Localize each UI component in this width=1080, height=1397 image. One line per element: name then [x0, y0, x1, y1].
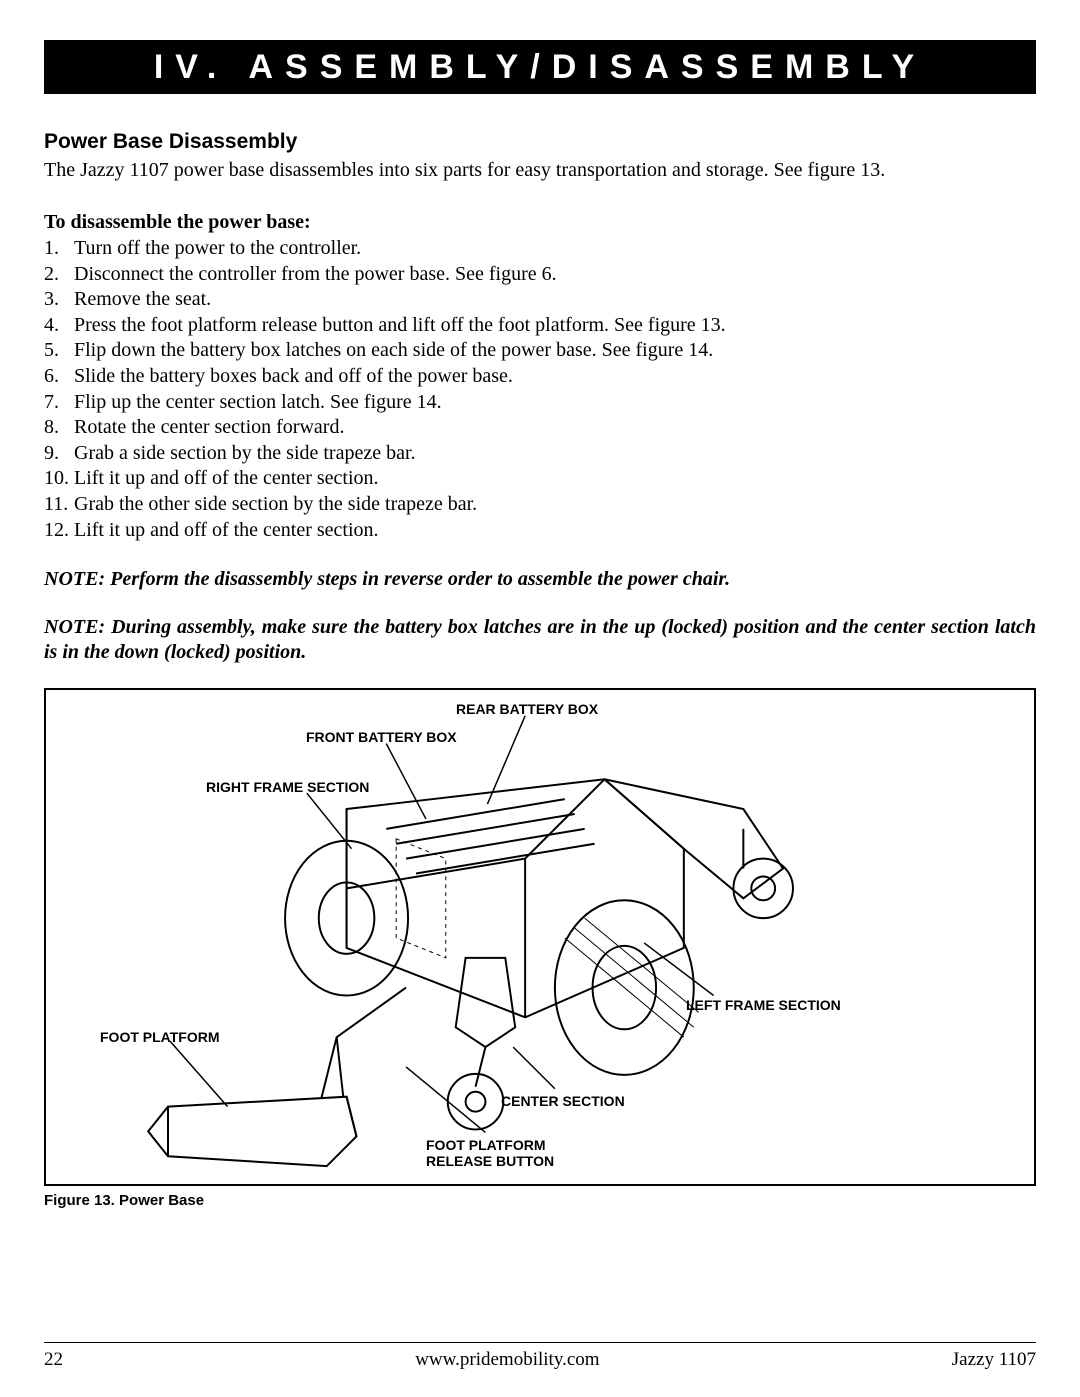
intro-paragraph: The Jazzy 1107 power base disassembles i… [44, 158, 1036, 183]
step-item: 7.Flip up the center section latch. See … [44, 390, 1036, 416]
figure-box: REAR BATTERY BOX FRONT BATTERY BOX RIGHT… [44, 688, 1036, 1186]
subheading: To disassemble the power base: [44, 211, 1036, 234]
step-text: Lift it up and off of the center section… [74, 518, 379, 544]
power-base-diagram [46, 690, 1034, 1184]
step-number: 10. [44, 466, 74, 492]
step-item: 10.Lift it up and off of the center sect… [44, 466, 1036, 492]
page-footer: 22 www.pridemobility.com Jazzy 1107 [44, 1342, 1036, 1371]
leader-line [386, 743, 426, 818]
section-heading: Power Base Disassembly [44, 130, 1036, 154]
step-item: 4.Press the foot platform release button… [44, 313, 1036, 339]
step-number: 8. [44, 415, 74, 441]
chapter-title-bar: IV. ASSEMBLY/DISASSEMBLY [44, 40, 1036, 94]
step-text: Remove the seat. [74, 287, 211, 313]
label-front-battery-box: FRONT BATTERY BOX [306, 730, 457, 745]
label-foot-platform-release: FOOT PLATFORM [426, 1138, 546, 1153]
label-right-frame-section: RIGHT FRAME SECTION [206, 780, 369, 795]
step-item: 3.Remove the seat. [44, 287, 1036, 313]
step-number: 12. [44, 518, 74, 544]
step-text: Flip up the center section latch. See fi… [74, 390, 442, 416]
label-left-frame-section: LEFT FRAME SECTION [686, 998, 841, 1013]
step-number: 11. [44, 492, 74, 518]
note-2: NOTE: During assembly, make sure the bat… [44, 615, 1036, 666]
step-text: Grab the other side section by the side … [74, 492, 477, 518]
step-list: 1.Turn off the power to the controller.2… [44, 236, 1036, 543]
step-text: Disconnect the controller from the power… [74, 262, 557, 288]
footer-product: Jazzy 1107 [952, 1349, 1036, 1371]
step-item: 9.Grab a side section by the side trapez… [44, 441, 1036, 467]
step-number: 5. [44, 338, 74, 364]
step-item: 2.Disconnect the controller from the pow… [44, 262, 1036, 288]
step-number: 2. [44, 262, 74, 288]
step-number: 7. [44, 390, 74, 416]
page-container: IV. ASSEMBLY/DISASSEMBLY Power Base Disa… [0, 0, 1080, 1397]
step-text: Grab a side section by the side trapeze … [74, 441, 416, 467]
step-text: Turn off the power to the controller. [74, 236, 361, 262]
step-text: Slide the battery boxes back and off of … [74, 364, 513, 390]
step-number: 9. [44, 441, 74, 467]
step-text: Flip down the battery box latches on eac… [74, 338, 713, 364]
chapter-title: IV. ASSEMBLY/DISASSEMBLY [154, 48, 926, 87]
step-text: Press the foot platform release button a… [74, 313, 726, 339]
step-number: 4. [44, 313, 74, 339]
step-item: 8.Rotate the center section forward. [44, 415, 1036, 441]
step-text: Rotate the center section forward. [74, 415, 344, 441]
step-item: 1.Turn off the power to the controller. [44, 236, 1036, 262]
figure-caption: Figure 13. Power Base [44, 1192, 1036, 1209]
step-number: 3. [44, 287, 74, 313]
label-foot-platform: FOOT PLATFORM [100, 1030, 220, 1045]
step-item: 12.Lift it up and off of the center sect… [44, 518, 1036, 544]
leader-line [307, 793, 352, 849]
footer-page-number: 22 [44, 1349, 63, 1371]
label-rear-battery-box: REAR BATTERY BOX [456, 702, 598, 717]
step-item: 5.Flip down the battery box latches on e… [44, 338, 1036, 364]
label-foot-platform-release2: RELEASE BUTTON [426, 1154, 554, 1169]
footer-url: www.pridemobility.com [415, 1349, 599, 1371]
leader-line [513, 1047, 555, 1089]
leader-line [170, 1041, 228, 1106]
label-center-section: CENTER SECTION [501, 1094, 625, 1109]
step-number: 6. [44, 364, 74, 390]
step-text: Lift it up and off of the center section… [74, 466, 379, 492]
note-1: NOTE: Perform the disassembly steps in r… [44, 567, 1036, 593]
step-number: 1. [44, 236, 74, 262]
leader-line [406, 1067, 485, 1132]
step-item: 11.Grab the other side section by the si… [44, 492, 1036, 518]
step-item: 6.Slide the battery boxes back and off o… [44, 364, 1036, 390]
